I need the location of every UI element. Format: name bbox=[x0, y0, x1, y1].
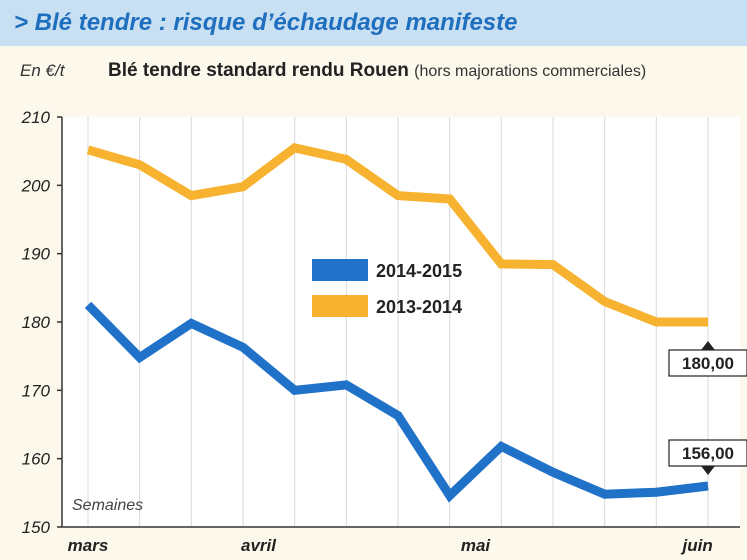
y-axis-unit-label: En €/t bbox=[20, 61, 65, 80]
value-label-2013-2014: 180,00 bbox=[682, 354, 734, 373]
x-tick-label-mai: mai bbox=[461, 536, 492, 555]
legend-swatch-2013-2014 bbox=[312, 295, 368, 317]
value-pointer-2014-2015 bbox=[701, 466, 715, 475]
y-tick-label-200: 200 bbox=[21, 176, 51, 195]
legend-label-2014-2015: 2014-2015 bbox=[376, 261, 462, 281]
series-line-2014-2015 bbox=[84, 301, 709, 503]
legend-swatch-2014-2015 bbox=[312, 259, 368, 281]
value-box-2013-2014 bbox=[668, 349, 747, 377]
y-tick-label-170: 170 bbox=[22, 381, 51, 400]
chart-title-text: Blé tendre standard rendu Rouen bbox=[108, 60, 409, 81]
x-tick-label-mars: mars bbox=[68, 536, 109, 555]
value-label-2014-2015: 156,00 bbox=[682, 444, 734, 463]
value-pointer-2013-2014 bbox=[701, 341, 715, 350]
page-title: > Blé tendre : risque d’échaudage manife… bbox=[14, 9, 518, 36]
y-tick-label-150: 150 bbox=[22, 518, 51, 537]
legend-label-2013-2014: 2013-2014 bbox=[376, 297, 462, 317]
x-axis-label: Semaines bbox=[72, 497, 143, 514]
value-box-2014-2015 bbox=[668, 439, 747, 467]
chart-title: Blé tendre standard rendu Rouen (hors ma… bbox=[108, 60, 646, 82]
series-line-2013-2014 bbox=[86, 142, 708, 327]
header-band bbox=[0, 0, 747, 46]
x-tick-label-avril: avril bbox=[241, 536, 277, 555]
y-tick-label-160: 160 bbox=[22, 450, 51, 469]
y-tick-label-180: 180 bbox=[22, 313, 51, 332]
chart-subtitle: (hors majorations commerciales) bbox=[414, 63, 647, 80]
y-tick-label-190: 190 bbox=[22, 245, 51, 264]
x-tick-label-juin: juin bbox=[681, 536, 713, 555]
y-tick-label-210: 210 bbox=[21, 108, 51, 127]
